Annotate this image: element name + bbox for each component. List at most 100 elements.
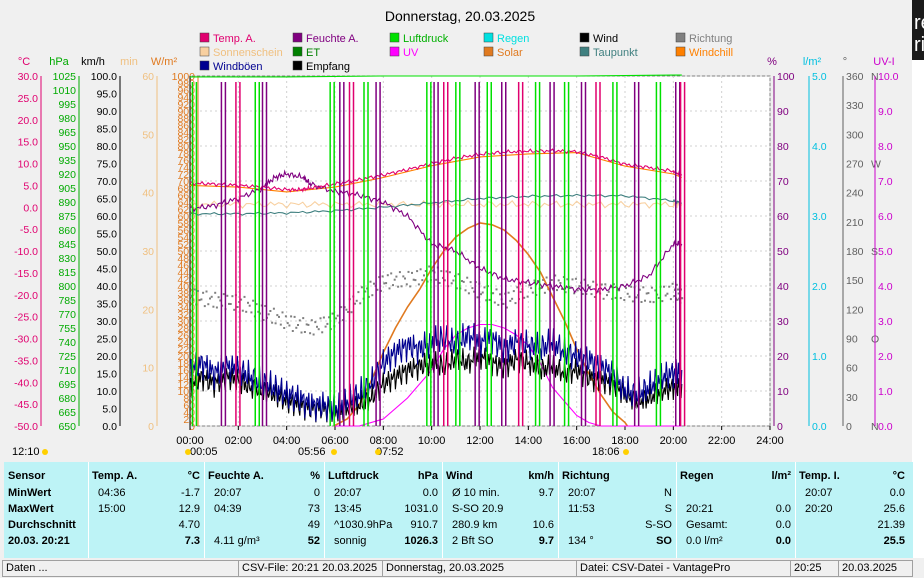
series-point-richtung <box>537 280 539 282</box>
series-point-richtung <box>467 292 470 295</box>
axis-tick-left: -15.0 <box>14 268 38 280</box>
table-cell-value: 4.70 <box>178 519 200 531</box>
series-point-richtung <box>335 317 337 320</box>
series-point-richtung <box>417 283 420 286</box>
series-point-richtung <box>241 309 244 312</box>
weather-chart: Donnerstag, 20.03.2025 Temp. A. Feuchte A.… <box>12 8 899 458</box>
series-point-richtung <box>485 299 488 302</box>
x-tick: 04:00 <box>273 435 301 447</box>
axis-tick-left: 80.0 <box>97 141 118 153</box>
series-point-richtung <box>386 274 389 277</box>
table-cell-value: SO <box>656 535 672 547</box>
axis-tick-left: 950 <box>58 141 76 153</box>
axis-tick-left: -35.0 <box>14 355 38 367</box>
table-cell-aux: 4.11 g/m³ <box>214 535 260 547</box>
series-point-richtung <box>222 293 225 296</box>
series-point-richtung <box>217 296 220 299</box>
series-point-richtung <box>357 291 360 294</box>
table-separator <box>558 462 559 558</box>
direction-label: N <box>871 421 879 433</box>
axis-tick-right: 150 <box>846 275 864 287</box>
table-cell-aux: 134 ° <box>568 535 594 547</box>
series-point-richtung <box>661 300 664 303</box>
axis-tick-left: 960 <box>177 85 195 97</box>
axis-tick-left: 900 <box>177 106 195 118</box>
marker-label: 07:52 <box>376 446 404 458</box>
axis-unit-left: min <box>120 56 138 68</box>
series-point-richtung <box>671 282 674 285</box>
series-point-richtung <box>668 285 671 288</box>
table-separator <box>324 462 325 558</box>
axis-tick-left: 860 <box>58 225 76 237</box>
series-point-richtung <box>393 278 396 281</box>
chart-title: Donnerstag, 20.03.2025 <box>385 8 535 24</box>
series-point-richtung <box>231 295 234 298</box>
table-header: Feuchte A. <box>208 470 264 482</box>
series-point-richtung <box>376 288 379 291</box>
series-point-richtung <box>203 305 206 308</box>
legend-label: Wind <box>593 33 618 45</box>
axis-tick-right: 60 <box>846 363 858 375</box>
table-separator <box>204 462 205 558</box>
axis-tick-left: 70.0 <box>97 176 118 188</box>
axis-tick-left: 770 <box>58 309 76 321</box>
axis-tick-right: 300 <box>846 129 864 141</box>
axis-tick-left: 360 <box>177 295 195 307</box>
series-point-richtung <box>321 331 324 334</box>
table-header: Temp. A. <box>92 470 138 482</box>
axis-tick-right: 180 <box>846 246 864 258</box>
axis-tick-left: 85.0 <box>97 124 118 136</box>
series-point-richtung <box>676 298 679 301</box>
series-point-richtung <box>431 269 434 272</box>
axis-tick-left: 0 <box>148 421 154 433</box>
axis-tick-left: 460 <box>177 260 195 272</box>
series-point-richtung <box>200 298 203 301</box>
axis-tick-left: 560 <box>177 225 195 237</box>
axis-tick-left: 650 <box>58 421 76 433</box>
table-cell-aux: S-SO 20.9 <box>452 503 504 515</box>
axis-tick-left: 880 <box>177 113 195 125</box>
table-cell-aux: 20:07 <box>334 487 362 499</box>
series-point-richtung <box>511 297 514 300</box>
series-point-richtung <box>367 295 370 298</box>
series-point-richtung <box>347 311 350 313</box>
series-point-richtung <box>681 297 684 300</box>
axis-tick-right: 50 <box>777 246 789 258</box>
series-point-richtung <box>612 283 615 286</box>
series-point-richtung <box>519 290 522 293</box>
series-point-richtung <box>411 271 413 274</box>
sun-marker <box>42 449 48 455</box>
table-header-unit: km/h <box>528 470 554 482</box>
axis-tick-right: 1.0 <box>812 351 827 363</box>
axis-tick-left: -5.0 <box>20 224 38 236</box>
axis-tick-left: 0.0 <box>23 202 38 214</box>
legend-swatch <box>199 46 210 57</box>
series-point-richtung <box>419 268 422 271</box>
series-point-richtung <box>290 315 293 318</box>
series-point-richtung <box>530 287 533 290</box>
series-point-richtung <box>371 294 374 297</box>
x-tick: 10:00 <box>418 435 446 447</box>
series-point-richtung <box>607 290 610 293</box>
marker-label: 18:06 <box>592 446 620 458</box>
window-edge-text: re ri <box>914 12 924 56</box>
axis-tick-left: 30 <box>142 246 154 258</box>
axis-tick-left: 1000 <box>172 71 196 83</box>
axis-tick-left: 30.0 <box>97 316 118 328</box>
table-cell-value: 0.0 <box>889 487 905 499</box>
series-point-richtung <box>336 314 339 317</box>
series-point-richtung <box>587 284 589 287</box>
axis-tick-right: 60 <box>777 211 789 223</box>
axis-tick-left: 920 <box>177 99 195 111</box>
legend-label: Windböen <box>213 61 263 73</box>
axis-tick-left: 965 <box>58 127 76 139</box>
axis-unit-left: W/m² <box>151 56 178 68</box>
series-point-richtung <box>543 291 546 294</box>
series-point-richtung <box>281 311 284 314</box>
series-point-richtung <box>628 295 631 298</box>
series-point-richtung <box>379 289 382 292</box>
axis-tick-left: -45.0 <box>14 399 38 411</box>
table-header: Wind <box>446 470 473 482</box>
series-point-richtung <box>207 303 210 306</box>
series-point-richtung <box>452 279 455 282</box>
